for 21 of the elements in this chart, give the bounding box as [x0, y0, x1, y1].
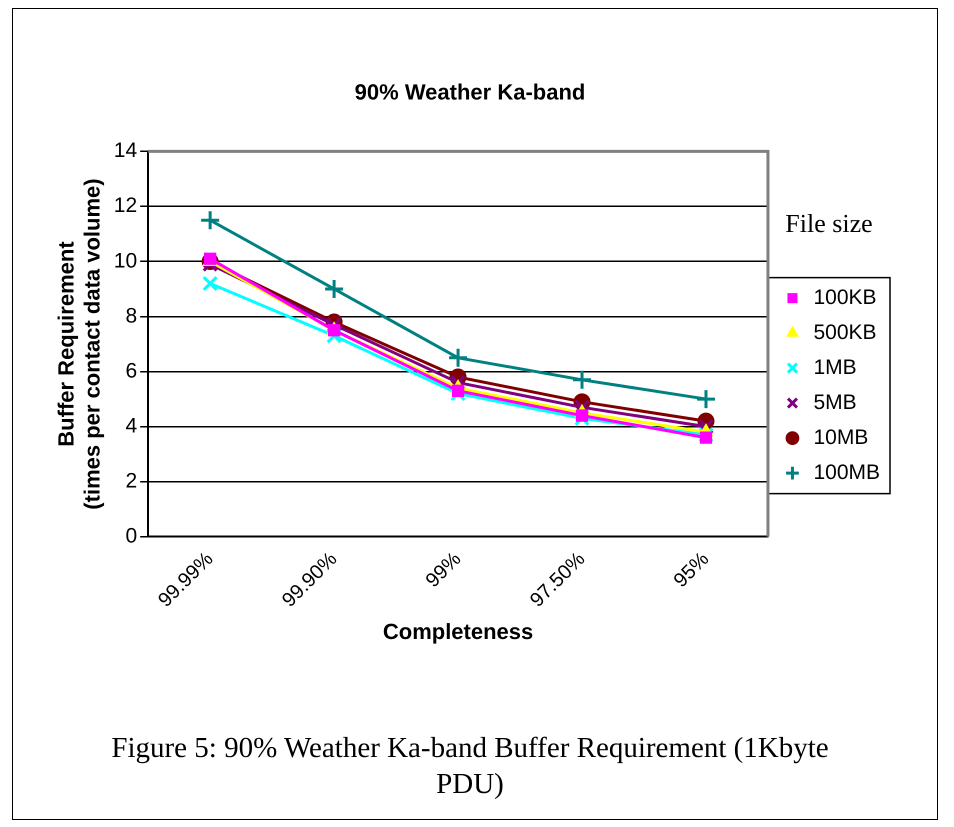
legend-label: 10MB — [813, 426, 868, 449]
y-tick-label: 10 — [114, 249, 138, 272]
legend-label: 5MB — [813, 390, 857, 414]
y-tick-label: 6 — [125, 359, 138, 382]
legend-label: 1MB — [813, 356, 857, 379]
legend-label: 100KB — [813, 286, 877, 309]
y-tick-label: 8 — [125, 304, 138, 328]
legend-title: File size — [785, 209, 873, 238]
y-axis-title: Buffer Requirement (times per contact data volume) — [53, 178, 105, 510]
x-axis-title: Completeness — [382, 618, 534, 644]
y-tick-label: 4 — [125, 414, 138, 438]
x-tick-label: 95% — [670, 548, 714, 592]
chart-title: 90% Weather Ka-band — [354, 79, 586, 104]
y-tick-label: 2 — [125, 469, 138, 492]
y-tick-label: 14 — [114, 139, 138, 162]
legend-label: 500KB — [813, 320, 877, 344]
legend-label: 100MB — [813, 460, 880, 484]
y-tick-label: 0 — [125, 524, 138, 548]
x-tick-label: 99% — [422, 548, 466, 592]
y-tick-label: 12 — [114, 194, 138, 218]
caption: Figure 5: 90% Weather Ka-band Buffer Requirement (1Kbyte PDU) — [110, 731, 830, 802]
